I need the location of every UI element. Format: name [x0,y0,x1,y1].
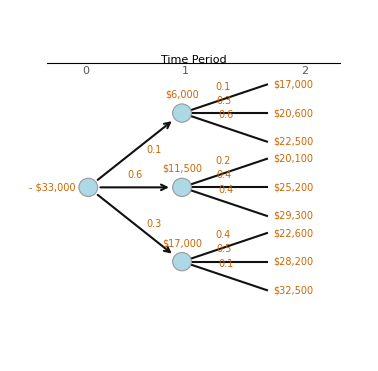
Text: 0.6: 0.6 [218,111,234,121]
Circle shape [173,178,191,197]
Text: $17,000: $17,000 [273,79,313,89]
Text: 0.3: 0.3 [147,220,162,230]
Circle shape [79,178,98,197]
Text: $22,600: $22,600 [273,228,313,238]
Circle shape [173,253,191,271]
Text: 0.1: 0.1 [147,145,162,155]
Text: $11,500: $11,500 [162,164,202,174]
Text: 0: 0 [82,66,89,76]
Text: $32,500: $32,500 [273,285,313,295]
Text: $22,500: $22,500 [273,137,313,147]
Text: 0.2: 0.2 [215,156,231,166]
Text: 0.1: 0.1 [218,259,234,269]
Text: 0.4: 0.4 [218,185,234,195]
Text: - $33,000: - $33,000 [29,183,76,192]
Text: $20,600: $20,600 [273,108,313,118]
Text: $25,200: $25,200 [273,183,313,192]
Text: $6,000: $6,000 [165,90,199,100]
Text: $17,000: $17,000 [162,238,202,248]
Text: $29,300: $29,300 [273,211,313,221]
Text: 2: 2 [302,66,308,76]
Text: 0.1: 0.1 [215,82,231,92]
Text: 0.3: 0.3 [217,96,232,106]
Text: 0.5: 0.5 [217,244,232,255]
Text: 0.6: 0.6 [127,170,143,180]
Text: 0.4: 0.4 [217,170,232,180]
Text: Time Period: Time Period [161,55,226,65]
Text: 0.4: 0.4 [215,230,231,240]
Text: $28,200: $28,200 [273,257,313,267]
Text: 1: 1 [181,66,189,76]
Text: $20,100: $20,100 [273,154,313,164]
Circle shape [173,104,191,122]
